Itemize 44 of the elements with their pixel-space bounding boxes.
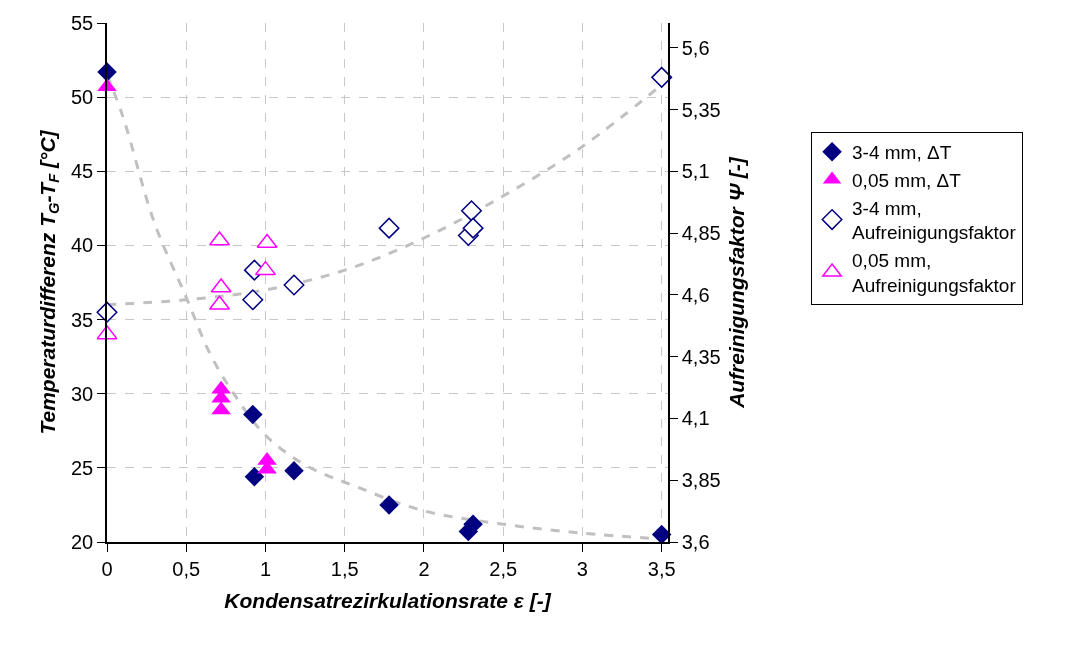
- point: [211, 401, 231, 415]
- y2-tick-label: 4,6: [681, 283, 710, 306]
- y2-tick-label: 4,85: [681, 222, 721, 245]
- x-tick-label: 0: [101, 557, 113, 580]
- point: [462, 217, 484, 239]
- legend-label: 0,05 mm, Aufreinigungsfaktor: [852, 250, 1017, 296]
- x-tick-label: 1: [259, 557, 272, 580]
- point: [378, 217, 400, 239]
- legend-label: 3-4 mm, ΔT: [852, 142, 952, 164]
- y-tick-label: 25: [71, 456, 94, 479]
- x-tick-label: 2,5: [489, 557, 518, 580]
- y2-tick-label: 3,85: [681, 469, 721, 492]
- y2-tick-label: 3,6: [681, 531, 710, 553]
- point: [651, 66, 673, 88]
- y-tick-label: 35: [71, 308, 94, 331]
- y-tick-label: 45: [71, 160, 94, 183]
- point: [463, 514, 483, 534]
- y2-tick-label: 5,6: [681, 36, 710, 59]
- point: [283, 274, 305, 296]
- point: [242, 289, 264, 311]
- point: [284, 461, 304, 481]
- legend-label: 3-4 mm, Aufreinigungsfaktor: [852, 197, 1017, 244]
- y2-tick-label: 5,35: [681, 98, 721, 121]
- legend-label: 0,05 mm, ΔT: [852, 169, 962, 191]
- point: [244, 467, 265, 487]
- y-tick-label: 30: [71, 382, 94, 405]
- point: [460, 200, 482, 222]
- point: [257, 451, 277, 465]
- y-tick-label: 40: [71, 234, 94, 257]
- y-tick-label: 55: [71, 12, 94, 34]
- x-tick-label: 1,5: [330, 557, 359, 580]
- point: [379, 495, 399, 515]
- y2-tick-label: 4,1: [681, 407, 710, 430]
- x-tick-label: 2: [418, 557, 430, 580]
- x-tick-label: 3: [576, 557, 588, 580]
- y-tick-label: 20: [71, 531, 94, 553]
- x-tick-label: 3,5: [647, 557, 676, 580]
- y2-tick-label: 4,35: [681, 345, 721, 368]
- x-tick-label: 0,5: [172, 557, 201, 580]
- y-tick-label: 50: [71, 86, 94, 109]
- point: [243, 404, 263, 425]
- x-axis-title: Kondensatrezirkulationsrate ε [-]: [224, 589, 552, 613]
- y2-tick-label: 5,1: [681, 160, 710, 183]
- y2-axis-title: Aufreinigungsfaktor Ψ [-]: [725, 156, 749, 409]
